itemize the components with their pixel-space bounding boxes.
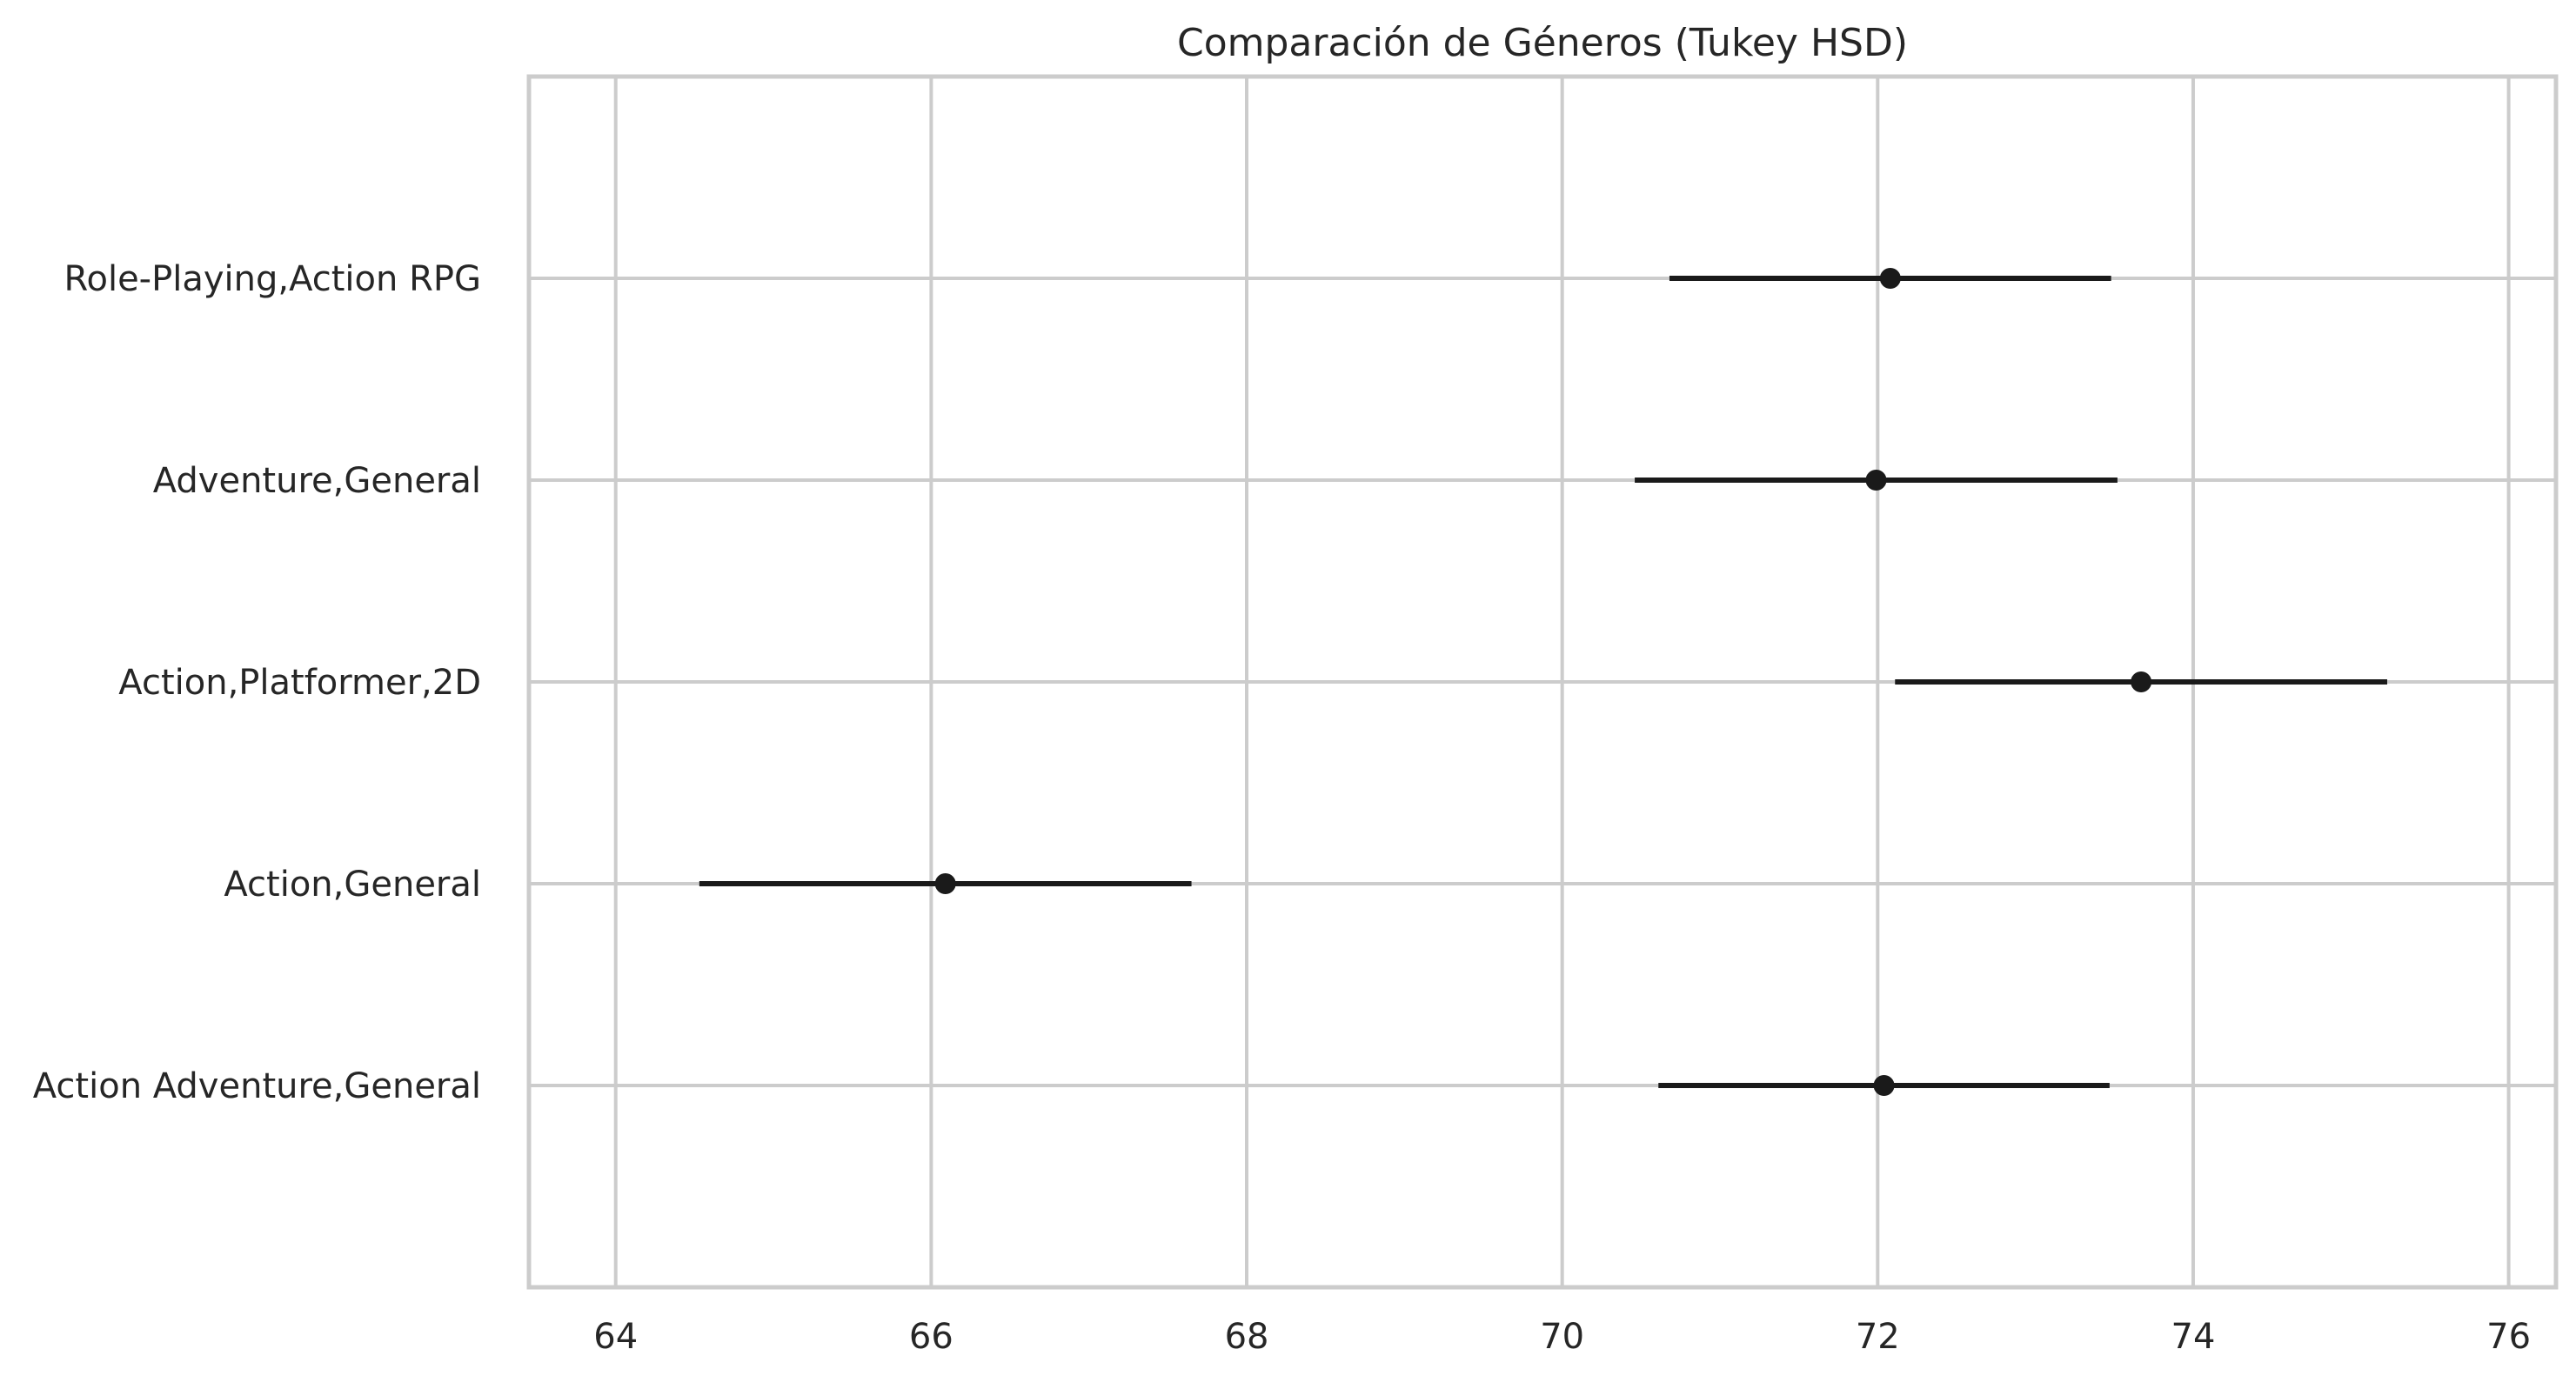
mean-point [2131, 671, 2152, 692]
y-tick-label: Action Adventure,General [33, 1066, 481, 1106]
mean-point [934, 873, 956, 894]
y-tick-label: Role-Playing,Action RPG [64, 259, 481, 299]
chart-title: Comparación de Géneros (Tukey HSD) [1177, 21, 1908, 65]
data-marks [699, 268, 2387, 1096]
mean-point [1873, 1075, 1895, 1096]
tick-labels: 64 66 68 70 72 74 76 Role-Playing,Action RPG Adv… [33, 259, 2531, 1357]
x-tick-label: 66 [909, 1317, 953, 1357]
x-tick-label: 72 [1856, 1317, 1900, 1357]
y-tick-label: Adventure,General [153, 461, 481, 501]
plot-frame [526, 74, 2559, 1290]
x-tick-label: 64 [593, 1317, 638, 1357]
x-tick-label: 74 [2171, 1317, 2216, 1357]
y-tick-label: Action,Platformer,2D [118, 663, 481, 703]
x-tick-label: 76 [2486, 1317, 2531, 1357]
mean-point [1879, 268, 1901, 289]
x-tick-label: 70 [1540, 1317, 1584, 1357]
y-tick-label: Action,General [224, 865, 481, 905]
mean-point [1865, 470, 1887, 491]
x-tick-label: 68 [1225, 1317, 1269, 1357]
